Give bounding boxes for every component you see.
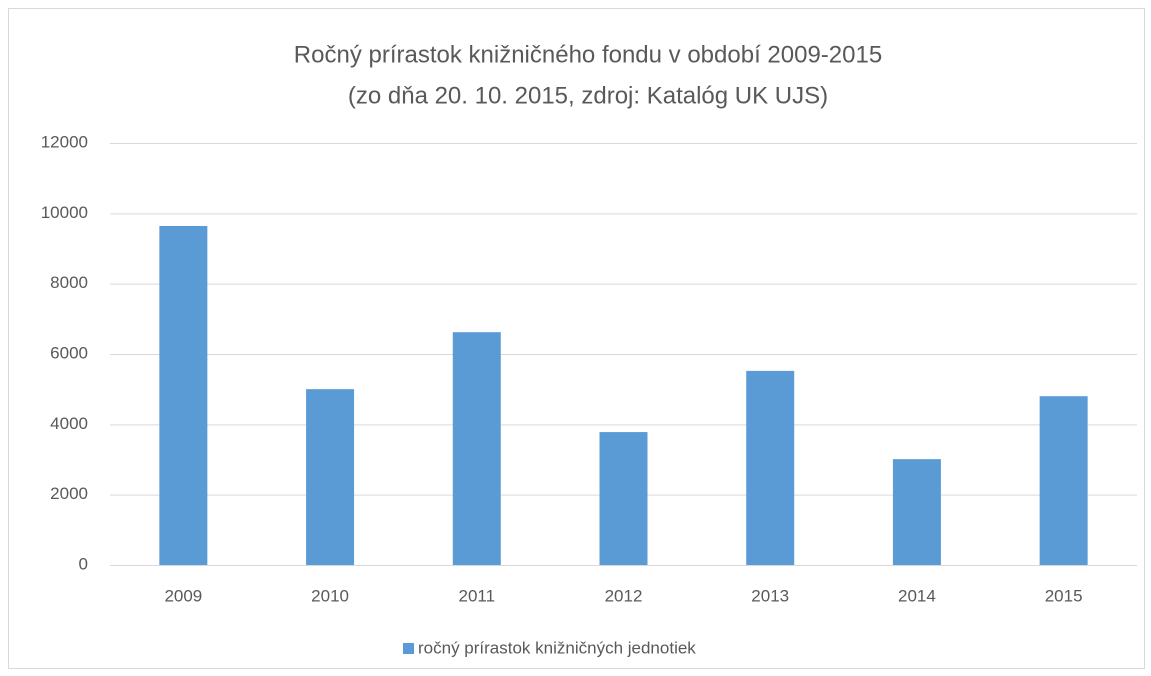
bar (1039, 396, 1088, 565)
x-tick-label: 2010 (311, 586, 349, 605)
legend-swatch (403, 643, 414, 654)
x-tick-label: 2015 (1045, 586, 1083, 605)
y-tick-label: 10000 (41, 203, 88, 222)
y-tick-label: 6000 (50, 343, 88, 362)
y-tick-label: 0 (79, 554, 88, 573)
y-tick-label: 8000 (50, 273, 88, 292)
bar (599, 432, 648, 565)
chart-subtitle: (zo dňa 20. 10. 2015, zdroj: Katalóg UK … (348, 82, 828, 109)
x-tick-label: 2013 (751, 586, 789, 605)
bar (306, 389, 355, 565)
y-tick-label: 4000 (50, 414, 88, 433)
bar (452, 332, 501, 565)
bar (746, 370, 795, 565)
y-tick-label: 12000 (41, 132, 88, 151)
legend-label: ročný prírastok knižničných jednotiek (418, 638, 696, 657)
x-tick-label: 2011 (459, 586, 496, 605)
x-tick-label: 2009 (164, 586, 202, 605)
x-tick-label: 2014 (898, 586, 936, 605)
bar (159, 225, 208, 565)
bar (892, 459, 941, 565)
chart-title: Ročný prírastok knižničného fondu v obdo… (294, 41, 882, 68)
y-tick-label: 2000 (50, 484, 88, 503)
x-tick-label: 2012 (605, 586, 643, 605)
